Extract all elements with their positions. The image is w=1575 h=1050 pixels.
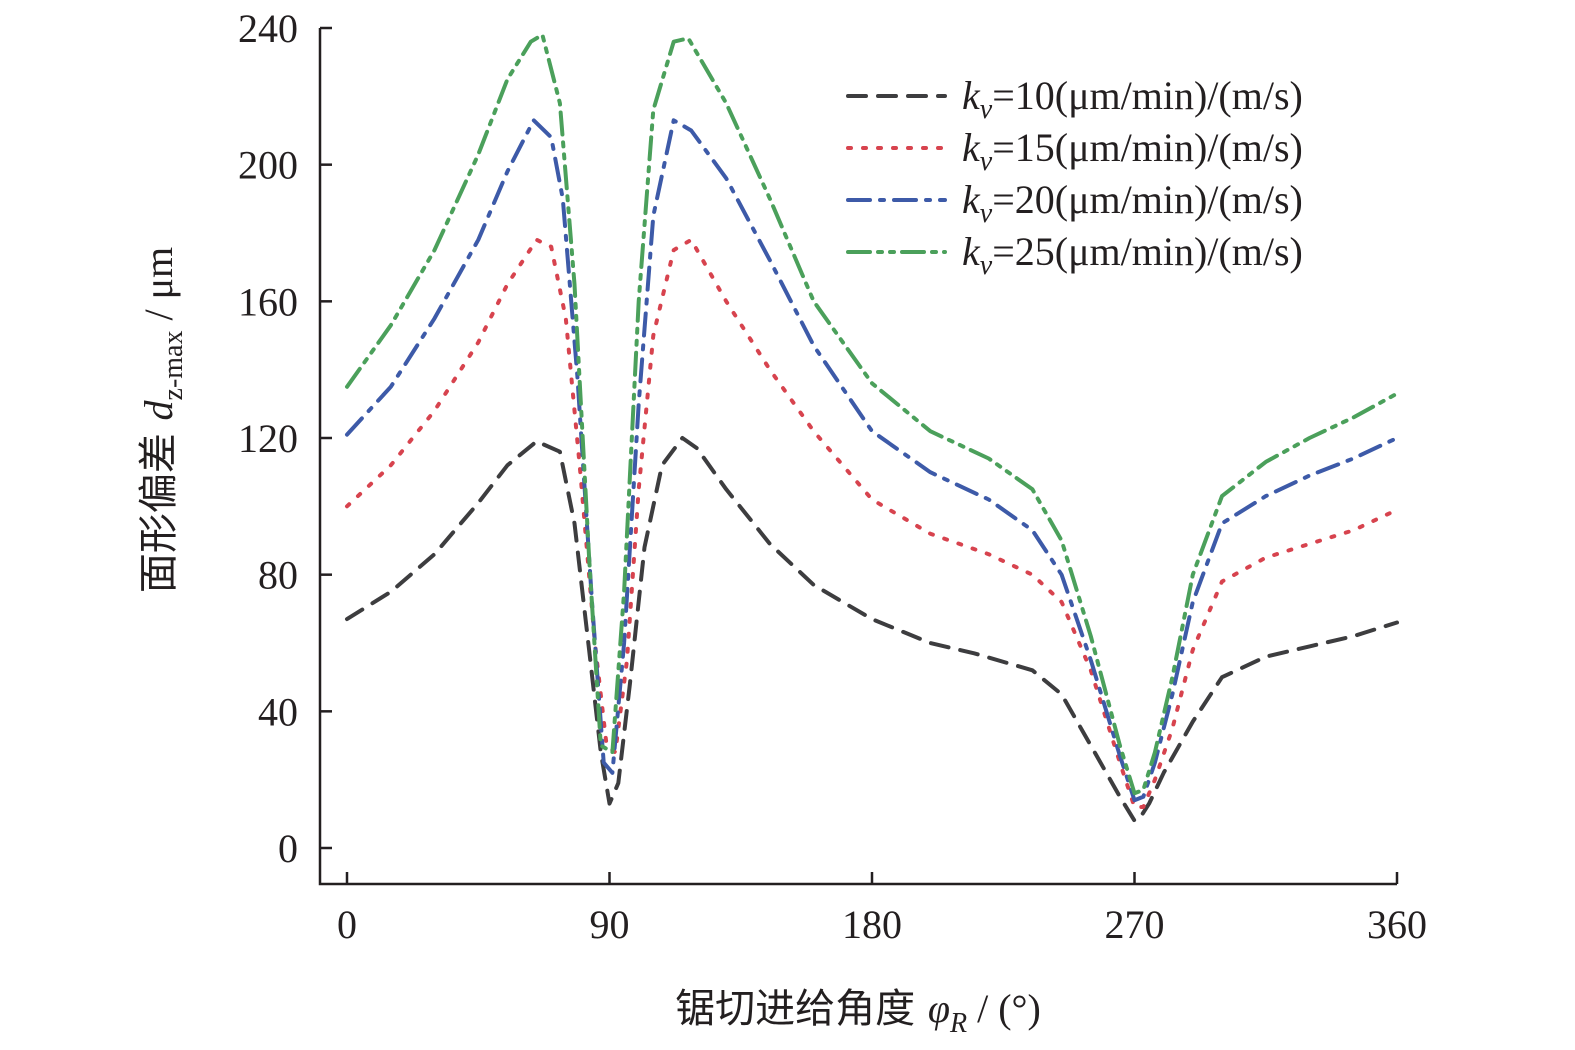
series-line-1 — [345, 436, 1399, 823]
y-tick-label: 40 — [258, 689, 298, 734]
legend-item: kv=10(μm/min)/(m/s) — [846, 73, 1303, 125]
legend-label: kv=10(μm/min)/(m/s) — [962, 73, 1303, 125]
y-tick-label: 160 — [238, 279, 298, 324]
y-axis-title: 面形偏差 dz-max / μm — [136, 247, 189, 593]
x-tick-label: 180 — [842, 902, 902, 947]
x-axis-title: 锯切进给角度 φR / (°) — [675, 986, 1041, 1039]
y-tick-label: 80 — [258, 553, 298, 598]
x-tick-label: 90 — [590, 902, 630, 947]
y-tick-label: 0 — [278, 826, 298, 871]
legend-label: kv=20(μm/min)/(m/s) — [962, 177, 1303, 229]
axes: 0 90 180 270 360 0 40 80 120 160 200 240 — [238, 6, 1427, 947]
legend: kv=10(μm/min)/(m/s)kv=15(μm/min)/(m/s)kv… — [846, 73, 1303, 281]
y-axis-ticks: 0 40 80 120 160 200 240 — [238, 6, 332, 871]
y-tick-label: 240 — [238, 6, 298, 51]
legend-item: kv=15(μm/min)/(m/s) — [846, 125, 1303, 177]
legend-item: kv=20(μm/min)/(m/s) — [846, 177, 1303, 229]
y-tick-label: 120 — [238, 416, 298, 461]
series-line-2 — [345, 237, 1399, 809]
y-axis-line — [318, 28, 1397, 886]
legend-label: kv=15(μm/min)/(m/s) — [962, 125, 1303, 177]
x-axis-ticks: 0 90 180 270 360 — [337, 872, 1427, 947]
legend-label: kv=25(μm/min)/(m/s) — [962, 229, 1303, 281]
series-line-3 — [345, 118, 1399, 803]
x-tick-label: 360 — [1367, 902, 1427, 947]
series-line-4 — [345, 32, 1399, 796]
y-tick-label: 200 — [238, 143, 298, 188]
plot-area — [345, 32, 1399, 823]
x-tick-label: 270 — [1105, 902, 1165, 947]
legend-item: kv=25(μm/min)/(m/s) — [846, 229, 1303, 281]
x-tick-label: 0 — [337, 902, 357, 947]
